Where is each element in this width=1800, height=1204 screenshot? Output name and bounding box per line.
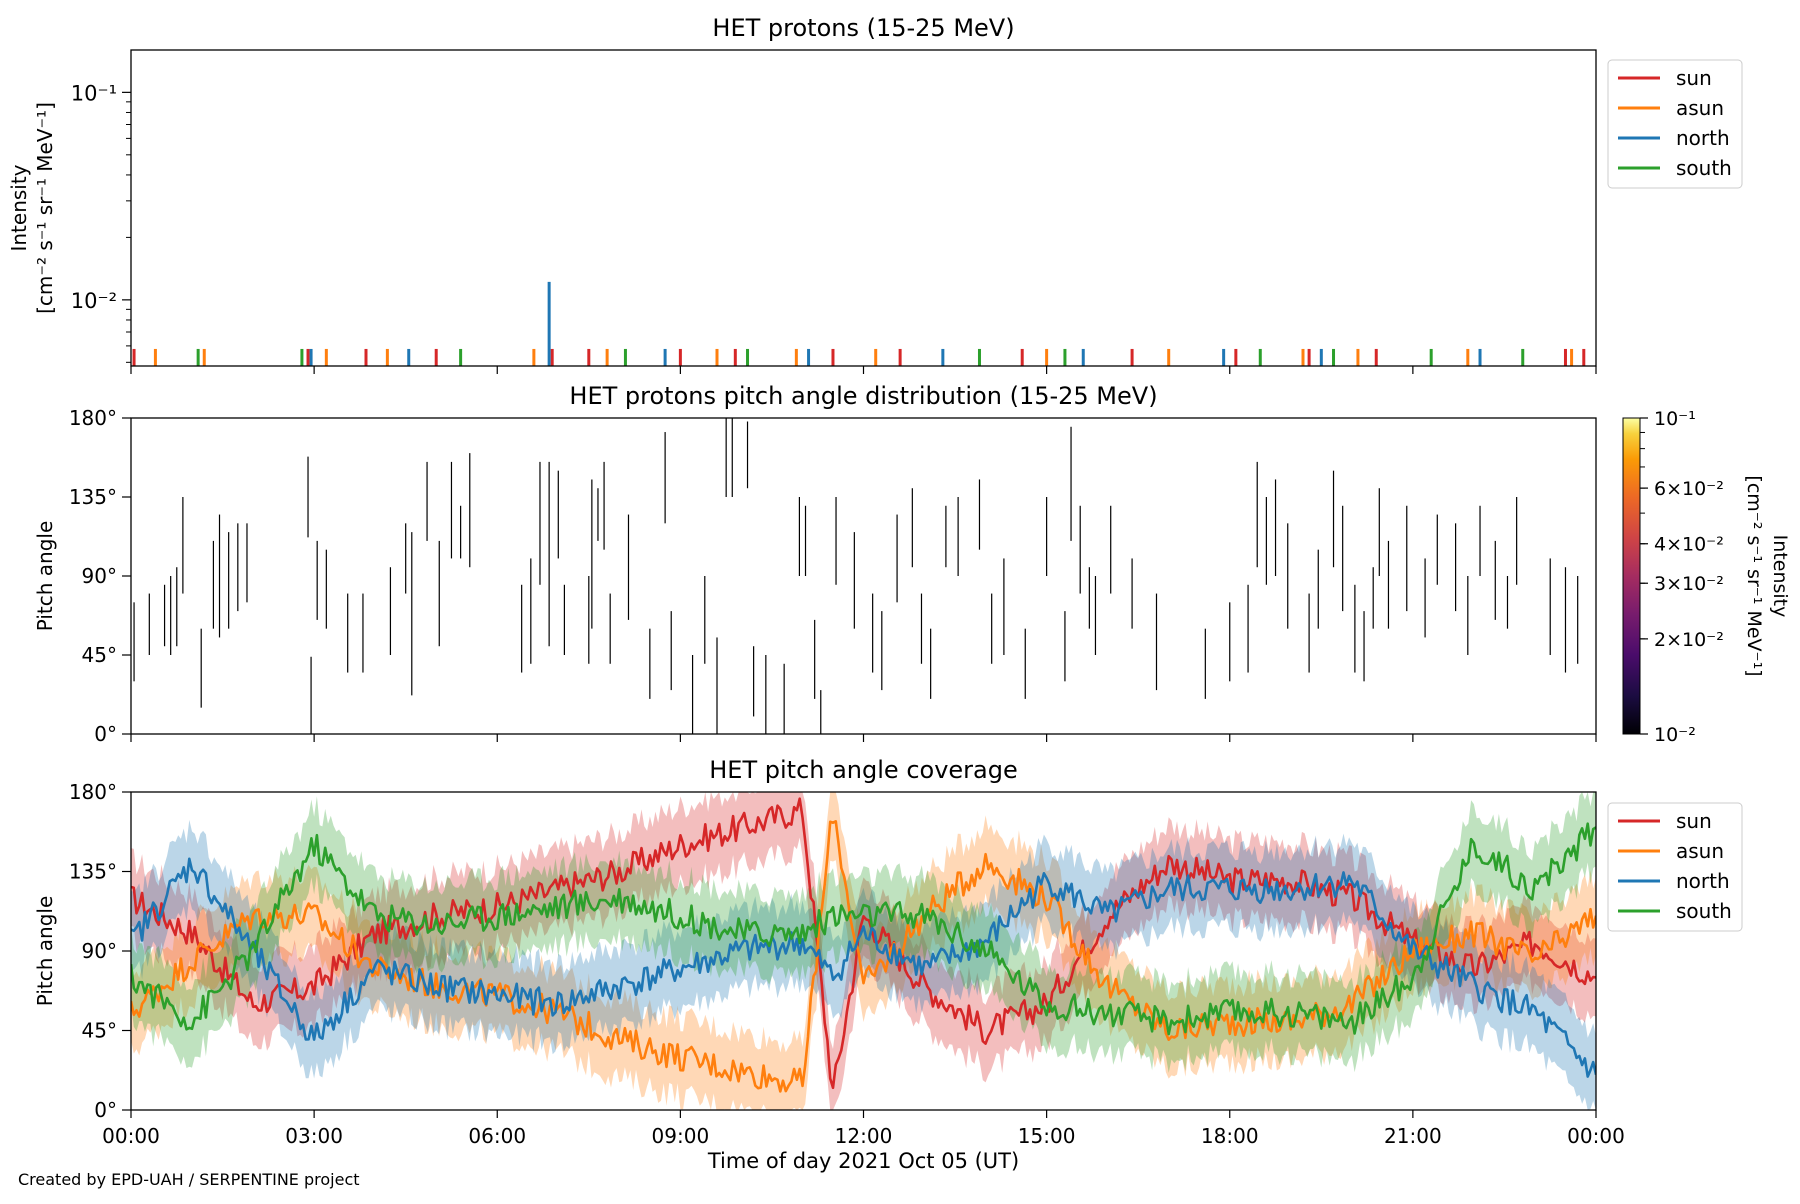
coverage-xlabel: Time of day 2021 Oct 05 (UT) — [707, 1149, 1019, 1173]
colorbar-tick-label: 4×10⁻² — [1654, 534, 1724, 556]
coverage-xtick-label: 06:00 — [468, 1124, 526, 1148]
coverage-panel: HET pitch angle coverage 0° 45° 90° 135° 180°… — [33, 756, 1743, 1173]
pad-panel: HET protons pitch angle distribution (15… — [33, 382, 1791, 746]
legend-label-north: north — [1676, 869, 1730, 893]
pad-ytick-label: 45° — [82, 643, 117, 667]
intensity-legend: sun asun north south — [1607, 59, 1743, 189]
coverage-band-sun — [131, 792, 1596, 1110]
coverage-ytick-label: 45° — [82, 1019, 117, 1043]
colorbar-label: Intensity — [1769, 535, 1791, 618]
coverage-ylabel: Pitch angle — [33, 896, 57, 1007]
coverage-line-sun — [131, 797, 1596, 1090]
pad-ytick-label: 90° — [82, 564, 117, 588]
colorbar-tick-label: 6×10⁻² — [1654, 478, 1724, 500]
pad-segments — [133, 418, 1579, 734]
legend-label-south: south — [1676, 899, 1732, 923]
intensity-frame — [130, 49, 1597, 367]
legend-label-asun: asun — [1676, 96, 1724, 120]
colorbar-tick-label: 10⁻¹ — [1654, 408, 1696, 430]
coverage-xtick-label: 21:00 — [1384, 1124, 1442, 1148]
coverage-xtick-label: 00:00 — [1567, 1124, 1625, 1148]
pad-title: HET protons pitch angle distribution (15… — [569, 382, 1157, 410]
coverage-xtick-label: 09:00 — [652, 1124, 710, 1148]
pad-ytick-label: 0° — [94, 722, 117, 746]
coverage-legend: sun asun north south — [1607, 802, 1743, 932]
pad-ytick-label: 180° — [69, 406, 117, 430]
pad-ylabel: Pitch angle — [33, 521, 57, 632]
coverage-ytick-label: 90° — [82, 939, 117, 963]
intensity-ylabel-line: [cm⁻² s⁻¹ sr⁻¹ MeV⁻¹] — [33, 102, 57, 314]
intensity-ytick-label: 10⁻¹ — [71, 81, 117, 105]
footer-credit: Created by EPD-UAH / SERPENTINE project — [18, 1170, 360, 1189]
intensity-ytick-label: 10⁻² — [71, 289, 117, 313]
intensity-series-sun — [132, 348, 1586, 366]
colorbar-tick-label: 2×10⁻² — [1654, 629, 1724, 651]
coverage-line-south — [131, 822, 1596, 1036]
colorbar-tick-label: 3×10⁻² — [1654, 573, 1724, 595]
intensity-series-north — [309, 281, 1482, 366]
coverage-xtick-label: 15:00 — [1018, 1124, 1076, 1148]
coverage-ytick-label: 0° — [94, 1098, 117, 1122]
legend-label-north: north — [1676, 126, 1730, 150]
coverage-frame — [130, 791, 1597, 1111]
coverage-ytick-label: 135° — [69, 860, 117, 884]
intensity-ylabel-line: Intensity — [7, 164, 31, 251]
legend-label-sun: sun — [1676, 809, 1712, 833]
colorbar-bar — [1622, 417, 1641, 735]
legend-label-sun: sun — [1676, 66, 1712, 90]
intensity-title: HET protons (15-25 MeV) — [712, 14, 1014, 42]
coverage-xtick-label: 03:00 — [285, 1124, 343, 1148]
intensity-panel: HET protons (15-25 MeV) 10⁻¹ 10⁻² Intensity… — [7, 14, 1743, 374]
coverage-line-asun — [131, 820, 1596, 1093]
intensity-ylabel: Intensity [cm⁻² s⁻¹ sr⁻¹ MeV⁻¹] — [7, 102, 57, 314]
colorbar-label-units: [cm⁻² s⁻¹ sr⁻¹ MeV⁻¹] — [1743, 475, 1765, 676]
coverage-xtick-label: 00:00 — [102, 1124, 160, 1148]
coverage-ytick-label: 180° — [69, 780, 117, 804]
legend-box — [1607, 59, 1743, 189]
coverage-xtick-label: 12:00 — [835, 1124, 893, 1148]
intensity-series-asun — [153, 348, 1574, 366]
legend-box — [1607, 802, 1743, 932]
pad-ytick-label: 135° — [69, 485, 117, 509]
intensity-series-south — [196, 348, 1525, 366]
legend-label-south: south — [1676, 156, 1732, 180]
pad-frame — [130, 417, 1597, 735]
coverage-line-north — [131, 857, 1596, 1078]
legend-label-asun: asun — [1676, 839, 1724, 863]
coverage-plot — [131, 792, 1596, 1110]
coverage-title: HET pitch angle coverage — [709, 756, 1017, 784]
colorbar-tick-label: 10⁻² — [1654, 724, 1696, 746]
coverage-xtick-label: 18:00 — [1201, 1124, 1259, 1148]
